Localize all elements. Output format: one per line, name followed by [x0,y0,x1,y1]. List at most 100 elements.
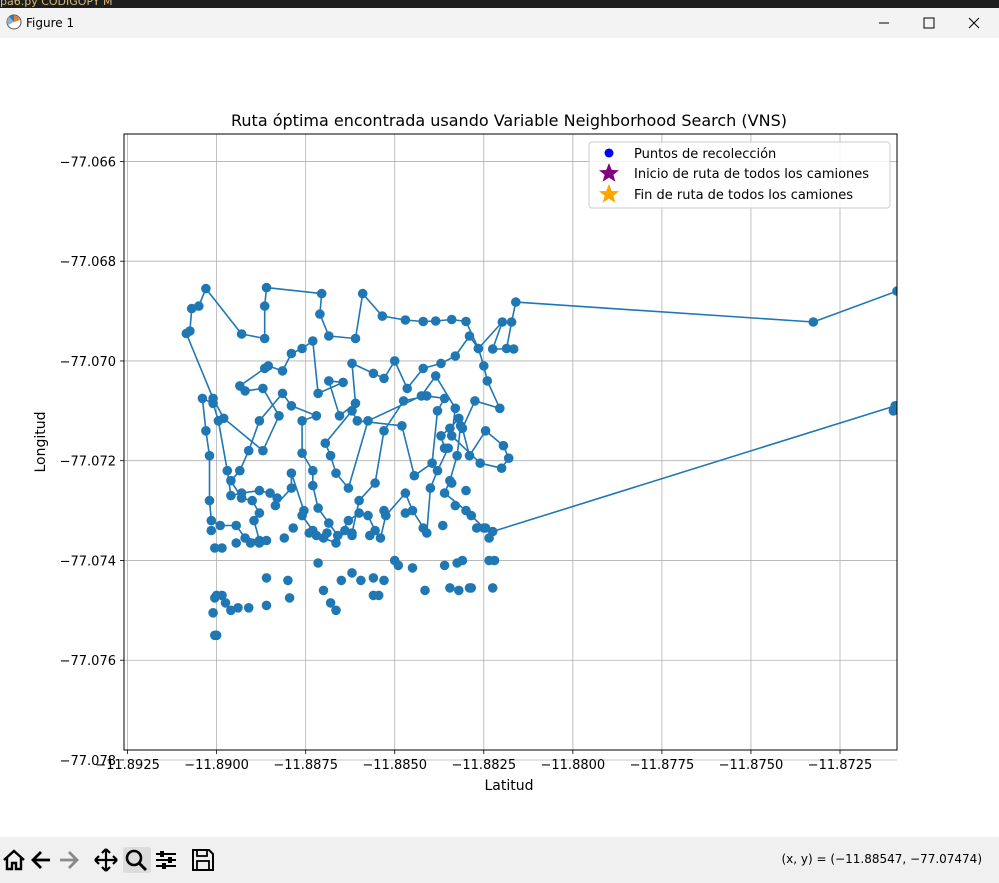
x-tick-label: −11.8800 [541,758,606,773]
collection-point [254,485,265,496]
collection-point [379,373,389,384]
zoom-button[interactable] [123,847,151,873]
collection-point [211,630,222,641]
x-tick-label: −11.8925 [95,758,160,773]
collection-point [439,393,450,404]
collection-point [365,530,375,541]
collection-point [445,583,455,593]
chart-title: Ruta óptima encontrada usando Variable N… [231,111,787,130]
collection-point [436,358,446,369]
collection-point [331,468,341,479]
collection-point [297,448,307,459]
collection-point [304,528,315,538]
collection-point [452,558,462,568]
collection-point [464,583,475,593]
zoom-icon [125,849,148,872]
figure-canvas[interactable]: −11.8925 −11.8900 −11.8875 −11.8850 −11.8825… [0,38,999,837]
minimize-button[interactable] [861,8,907,38]
collection-point [249,515,259,526]
legend-label-points: Puntos de recolección [634,147,776,162]
collection-point [311,411,322,421]
legend: Puntos de recolección Inicio de ruta de … [588,141,891,209]
collection-point [446,314,457,325]
collection-point [496,463,507,474]
collection-point [343,515,354,526]
collection-point [206,515,217,526]
collection-point [808,317,819,327]
maximize-button[interactable] [906,8,952,38]
save-icon [192,849,214,871]
ticks: −11.8925 −11.8900 −11.8875 −11.8850 −11.8825… [60,155,873,773]
window-titlebar: Figure 1 [0,8,999,38]
pan-button[interactable] [93,847,121,873]
collection-point [331,605,341,616]
collection-point [210,543,220,553]
collection-point [350,398,361,409]
collection-point [213,416,224,426]
collection-point [283,575,293,586]
collection-point [352,416,363,426]
collection-point [308,465,318,476]
collection-point [487,583,498,593]
x-tick-label: −11.8900 [184,758,249,773]
y-tick-label: −77.072 [60,455,116,470]
collection-point [446,431,457,441]
collection-point [318,585,329,596]
collection-point [436,431,446,441]
collection-point [402,383,413,394]
collection-point [286,401,297,411]
collection-point [450,403,461,414]
configure-subplots-icon [156,851,176,869]
collection-point [501,343,512,354]
collection-point [368,590,379,601]
background-editor-strip: pa6.py CODIGOPY M [0,0,999,8]
collection-point [377,311,388,321]
collection-point [332,530,343,541]
minimize-icon [879,22,889,24]
close-icon [968,17,980,29]
x-tick-label: −11.8775 [630,758,695,773]
collection-point [439,443,450,454]
collection-point [368,368,379,379]
collection-point [261,600,272,611]
collection-point [279,533,290,543]
collection-point [482,376,493,386]
home-button[interactable] [1,847,29,873]
collection-point [259,301,270,311]
collection-point [347,406,357,416]
collection-point [439,560,450,571]
close-button[interactable] [951,8,997,38]
collection-point [265,488,275,498]
collection-point [446,478,457,488]
collection-point [498,440,509,451]
collection-point [220,598,231,608]
collection-point [354,495,364,506]
collection-point [454,585,464,596]
configure-subplots-button[interactable] [153,847,181,873]
collection-point [475,458,486,469]
collection-point [320,438,331,449]
pan-icon [94,848,118,872]
matplotlib-app-icon [6,14,22,30]
collection-point [204,450,215,461]
collection-point [511,297,521,307]
collection-point [363,416,373,426]
collection-point [379,426,389,436]
collection-point [186,303,197,314]
back-button[interactable] [29,847,57,873]
forward-button[interactable] [56,847,84,873]
collection-point [286,468,297,479]
collection-point [379,575,389,586]
collection-point [308,480,318,491]
save-button[interactable] [190,847,218,873]
collection-point [226,605,236,616]
collection-point [235,465,245,476]
collection-point [375,533,386,543]
collection-point [324,376,334,386]
back-icon [31,851,50,869]
home-icon [3,849,25,871]
collection-point [461,316,471,327]
collection-point [400,488,411,498]
y-tick-label: −77.070 [60,355,116,370]
collection-point [418,363,429,374]
